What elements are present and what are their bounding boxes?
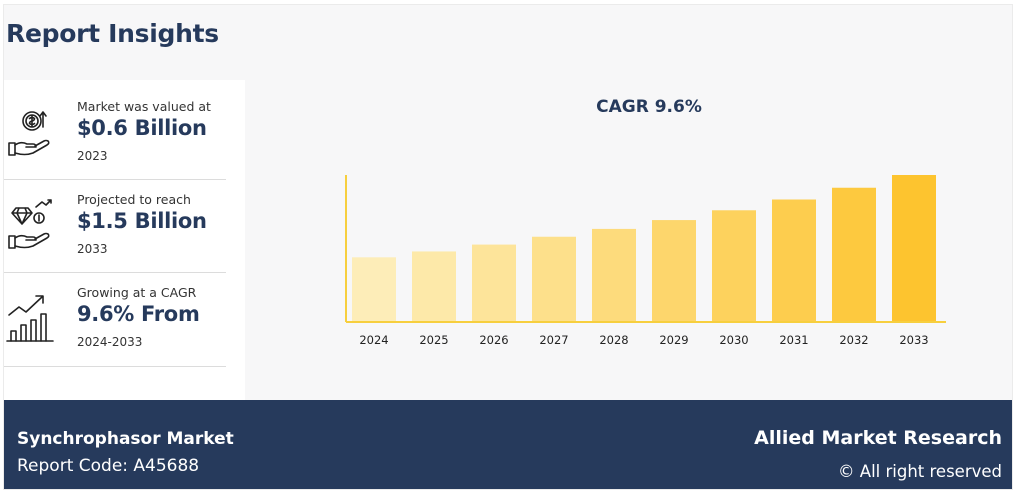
x-tick-label: 2029 xyxy=(659,333,688,347)
chart-title: CAGR 9.6% xyxy=(596,97,702,117)
chart-plot: 2024 2025 2026 2027 2028 2029 2030 2031 2032 2033 xyxy=(345,175,946,347)
stat-label: Projected to reach xyxy=(77,192,191,207)
report-card: Report Insights Market was valued at $0.… xyxy=(3,4,1013,490)
x-tick-label: 2027 xyxy=(539,333,568,347)
market-name: Synchrophasor Market xyxy=(17,429,234,449)
x-tick-label: 2025 xyxy=(419,333,448,347)
bar-2033 xyxy=(892,175,936,322)
divider xyxy=(4,179,226,180)
bar-2029 xyxy=(652,220,696,322)
bar-2032 xyxy=(832,187,876,322)
bar-2025 xyxy=(412,251,456,322)
bar-2024 xyxy=(352,257,396,322)
growth-chart-icon xyxy=(6,295,54,342)
stat-label: Market was valued at xyxy=(77,99,211,114)
x-tick-label: 2028 xyxy=(599,333,628,347)
diamond-hand-icon xyxy=(8,199,52,249)
stat-year: 2033 xyxy=(77,242,108,256)
stat-projected-value: Projected to reach $1.5 Billion 2033 xyxy=(4,182,226,274)
bar-2027 xyxy=(532,236,576,322)
x-tick-label: 2026 xyxy=(479,333,508,347)
x-tick-label: 2032 xyxy=(839,333,868,347)
stat-year: 2023 xyxy=(77,149,108,163)
page-title: Report Insights xyxy=(6,19,219,48)
money-hand-icon xyxy=(8,111,50,156)
x-tick-label: 2030 xyxy=(719,333,748,347)
bar-chart: CAGR 9.6% 2024 2025 2026 2027 2028 2029 2030 20… xyxy=(334,93,964,363)
copyright-text: © All right reserved xyxy=(838,462,1002,481)
divider xyxy=(4,366,226,367)
stat-value: $0.6 Billion xyxy=(77,116,207,140)
x-tick-label: 2033 xyxy=(899,333,928,347)
bar-2028 xyxy=(592,228,636,322)
x-tick-label: 2024 xyxy=(359,333,388,347)
divider xyxy=(4,272,226,273)
stat-value: $1.5 Billion xyxy=(77,209,207,233)
bar-2031 xyxy=(772,199,816,322)
stat-year: 2024-2033 xyxy=(77,335,143,349)
footer: Synchrophasor Market Report Code: A45688… xyxy=(4,400,1012,489)
bar-2030 xyxy=(712,210,756,322)
x-tick-label: 2031 xyxy=(779,333,808,347)
stat-market-value: Market was valued at $0.6 Billion 2023 xyxy=(4,89,226,181)
bar-2026 xyxy=(472,244,516,322)
stat-value: 9.6% From xyxy=(77,302,200,326)
stat-label: Growing at a CAGR xyxy=(77,285,197,300)
brand-name: Allied Market Research xyxy=(754,427,1002,449)
stat-cagr: Growing at a CAGR 9.6% From 2024-2033 xyxy=(4,275,226,367)
report-code: Report Code: A45688 xyxy=(17,456,200,476)
